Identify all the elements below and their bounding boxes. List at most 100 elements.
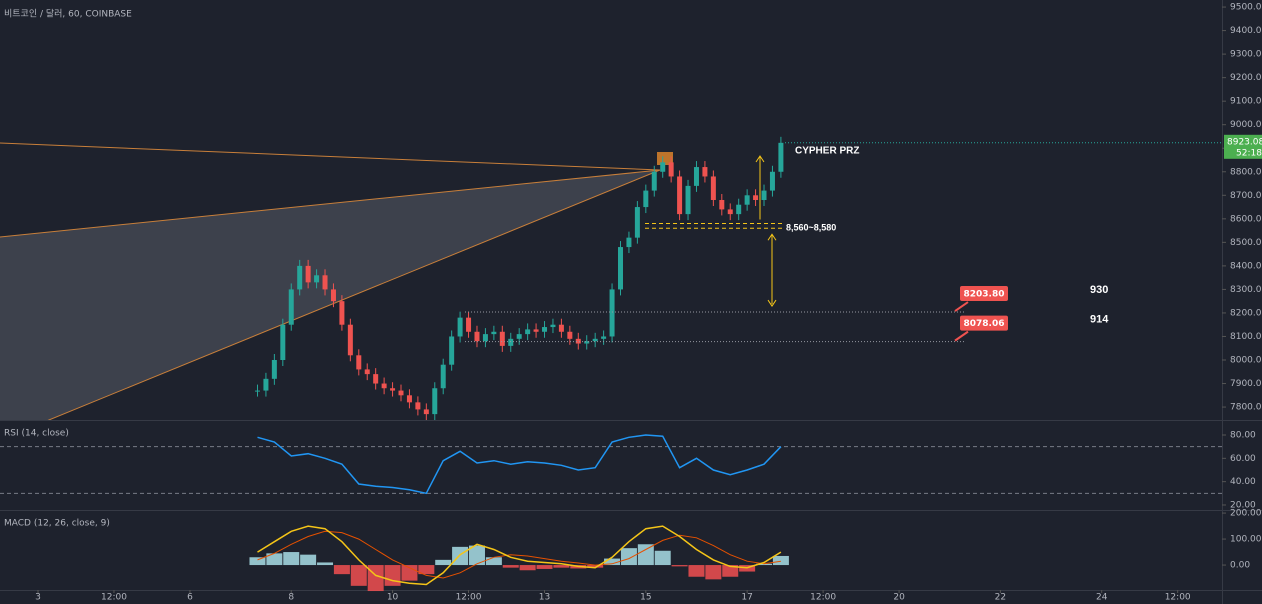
histogram-bar — [401, 565, 418, 581]
histogram-bar — [300, 554, 317, 566]
candle — [634, 207, 640, 238]
candle — [753, 195, 759, 200]
candle — [474, 331, 480, 342]
candle — [449, 336, 455, 365]
candle — [601, 336, 607, 339]
candle — [542, 327, 548, 332]
candle — [668, 162, 674, 177]
macd-title: MACD (12, 26, close, 9) — [4, 519, 110, 529]
candle — [390, 388, 396, 391]
candle — [398, 390, 404, 396]
y-tick-label: 9100.00 — [1230, 97, 1262, 107]
level-pointer — [954, 301, 969, 312]
x-tick-label: 12:00 — [1165, 593, 1191, 603]
candle — [330, 289, 336, 302]
x-tick-label: 12:00 — [101, 593, 127, 603]
candle — [702, 167, 708, 177]
histogram-bar — [249, 557, 266, 566]
level-label-box — [960, 286, 1008, 302]
level-label: 8203.80 — [964, 290, 1005, 300]
candle — [575, 338, 581, 344]
histogram-bar — [435, 559, 452, 566]
histogram-bar — [317, 562, 334, 566]
histogram-bar — [553, 565, 570, 568]
candle — [415, 402, 421, 410]
candle — [617, 247, 623, 290]
histogram-bar — [519, 565, 536, 571]
candle — [508, 338, 514, 346]
histogram-bar — [452, 546, 469, 566]
candle — [609, 289, 615, 337]
candle — [685, 185, 691, 215]
arrow-head — [767, 299, 777, 307]
candle — [677, 176, 683, 215]
candle — [660, 162, 666, 172]
y-tick-label: 20.00 — [1230, 500, 1256, 510]
y-tick-label: 8300.00 — [1230, 285, 1262, 295]
candle — [339, 301, 345, 325]
pattern-line — [0, 142, 661, 171]
histogram-bar — [637, 544, 654, 566]
x-tick-label: 10 — [387, 593, 399, 603]
x-tick-label: 24 — [1096, 593, 1108, 603]
y-tick-label: 9400.00 — [1230, 26, 1262, 36]
candle — [322, 275, 328, 290]
y-tick-label: 9300.00 — [1230, 50, 1262, 60]
y-tick-label: 9000.00 — [1230, 120, 1262, 130]
x-tick-label: 22 — [995, 593, 1006, 603]
candle — [550, 324, 556, 328]
candle — [305, 265, 311, 283]
macd-line — [257, 525, 782, 586]
candle — [499, 331, 505, 346]
histogram-bar — [587, 565, 604, 568]
y-tick-label: 8200.00 — [1230, 308, 1262, 318]
candle — [584, 341, 590, 344]
candle — [567, 331, 573, 339]
y-tick-label: 8000.00 — [1230, 356, 1262, 366]
histogram-bar — [688, 565, 705, 577]
candle — [297, 265, 303, 290]
y-tick-label: 40.00 — [1230, 477, 1256, 487]
candle — [347, 324, 353, 356]
x-tick-label: 20 — [893, 593, 905, 603]
signal-line — [257, 530, 781, 579]
histogram-bar — [367, 565, 384, 592]
candle — [482, 334, 488, 342]
pattern-fill — [0, 170, 660, 420]
y-tick-label: 60.00 — [1230, 454, 1256, 464]
y-tick-label: 8400.00 — [1230, 261, 1262, 271]
x-tick-label: 17 — [741, 593, 752, 603]
rsi-title: RSI (14, close) — [4, 429, 69, 439]
candle — [314, 275, 320, 283]
rsi-line — [257, 434, 782, 495]
histogram-bar — [654, 550, 671, 566]
y-tick-label: 7800.00 — [1230, 403, 1262, 413]
candle — [280, 324, 286, 360]
level-pointer — [954, 330, 969, 342]
candle — [432, 388, 438, 415]
candle — [406, 395, 412, 403]
x-tick-label: 13 — [539, 593, 550, 603]
candle — [719, 200, 725, 210]
pattern-line — [47, 169, 661, 420]
histogram-bar — [722, 565, 739, 577]
y-tick-label: 8500.00 — [1230, 238, 1262, 248]
candle — [364, 369, 370, 375]
histogram-bar — [418, 565, 435, 575]
level-label-box — [960, 315, 1008, 331]
y-tick-label: 8800.00 — [1230, 167, 1262, 177]
histogram-bar — [671, 565, 688, 567]
candle — [263, 378, 269, 391]
arrow-head — [767, 233, 777, 241]
candle — [381, 383, 387, 389]
candle — [710, 176, 716, 200]
price-plot — [254, 136, 784, 420]
candle — [592, 338, 598, 342]
histogram-bar — [502, 565, 519, 568]
y-tick-label: 7900.00 — [1230, 379, 1262, 389]
x-tick-label: 3 — [35, 593, 41, 603]
candle — [626, 237, 632, 248]
